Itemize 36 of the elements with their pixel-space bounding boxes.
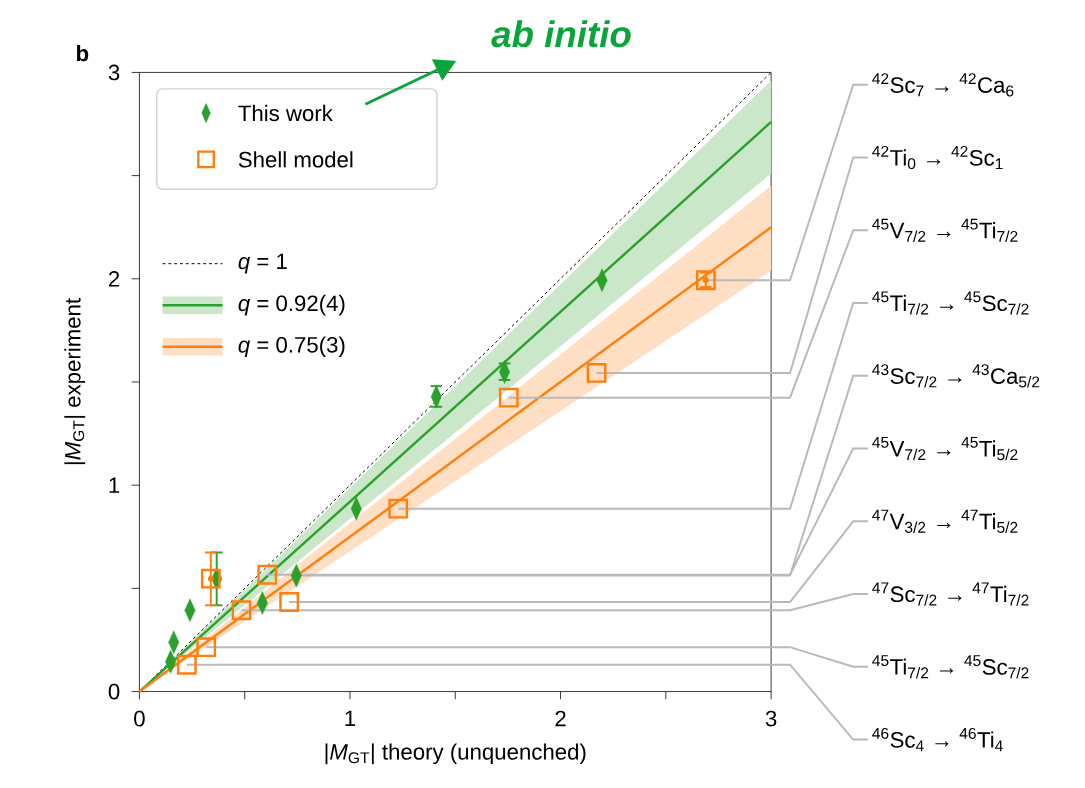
point <box>279 592 300 612</box>
text: ab initio <box>491 20 631 48</box>
point <box>196 637 217 658</box>
x-tick-label: 0 <box>134 710 145 727</box>
annotation: $^{42}$Sc$_{7}$ → $^{42}$Ca$_{6}$ <box>872 73 1014 97</box>
annotation: $^{45}$V$_{7/2}$ → $^{45}$Ti$_{5/2}$ <box>872 436 1018 461</box>
point <box>176 654 197 675</box>
x-tick-label: 2 <box>555 710 566 727</box>
x-tick-label: 3 <box>765 710 777 727</box>
annotation: $^{46}$Sc$_{4}$ → $^{46}$Ti$_{4}$ <box>872 727 1003 752</box>
legend-label: Shell model <box>238 151 353 168</box>
legend-label: q = 0.92(4) <box>238 294 345 316</box>
annotation: $^{45}$Ti$_{7/2}$ → $^{45}$Sc$_{7/2}$ <box>872 655 1029 679</box>
y-tick-label: 3 <box>108 64 120 81</box>
x-tick-label: 1 <box>345 710 356 726</box>
legend-label: This work <box>238 104 333 122</box>
point <box>388 498 409 519</box>
y-axis-title: |M$_{GT}$| experiment <box>64 298 86 465</box>
y-tick-label: 1 <box>109 477 120 493</box>
x-axis-title: |M$_{GT}$| theory (unquenched) <box>325 743 586 765</box>
annotation: $^{47}$Sc$_{7/2}$ → $^{47}$Ti$_{7/2}$ <box>872 582 1029 606</box>
point <box>231 600 252 621</box>
y-tick-label: 2 <box>109 270 120 287</box>
point <box>257 564 278 585</box>
point <box>200 568 221 589</box>
legend-label: q = 0.75(3) <box>238 336 345 358</box>
annotation: $^{45}$Ti$_{7/2}$ → $^{45}$Sc$_{7/2}$ <box>872 291 1029 315</box>
annotation: $^{45}$V$_{7/2}$ → $^{45}$Ti$_{7/2}$ <box>872 218 1018 242</box>
legend-label: q = 1 <box>238 253 287 274</box>
annotation: $^{42}$Ti$_{0}$ → $^{42}$Sc$_{1}$ <box>872 145 1003 170</box>
point <box>586 362 607 383</box>
annotation: $^{47}$V$_{3/2}$ → $^{47}$Ti$_{5/2}$ <box>872 509 1018 533</box>
y-tick-label: 0 <box>108 683 120 700</box>
point <box>498 387 519 408</box>
chart-title: b <box>77 44 89 62</box>
annotation: $^{43}$Sc$_{7/2}$ → $^{43}$Ca$_{5/2}$ <box>872 364 1040 388</box>
